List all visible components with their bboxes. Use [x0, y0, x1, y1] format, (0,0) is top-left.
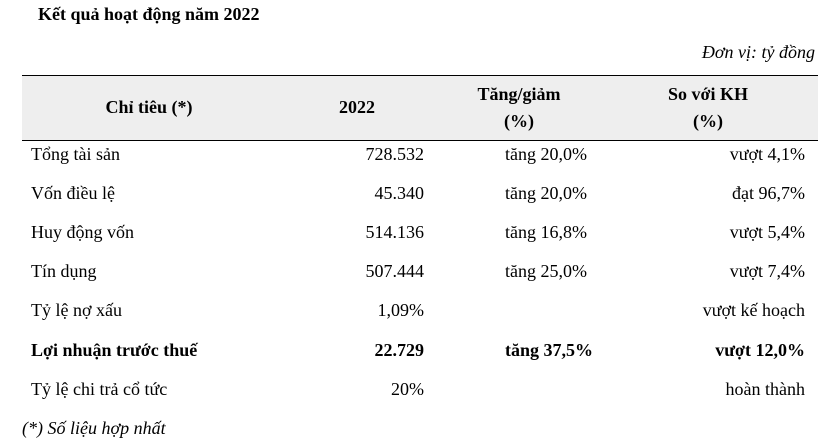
cell-indicator: Tỷ lệ nợ xấu: [31, 300, 122, 320]
table-row: Huy động vốn 514.136 tăng 16,8% vượt 5,4…: [22, 220, 818, 259]
header-indicator: Chỉ tiêu (*): [105, 97, 193, 117]
cell-value: 514.136: [365, 222, 425, 242]
cell-indicator: Lợi nhuận trước thuế: [31, 340, 198, 360]
table-row: Tỷ lệ chi trả cổ tức 20% hoàn thành: [22, 377, 818, 416]
cell-value: 507.444: [365, 261, 425, 281]
cell-indicator: Tín dụng: [31, 261, 97, 281]
cell-change: tăng 20,0%: [505, 144, 587, 164]
cell-plan: vượt 4,1%: [729, 144, 805, 164]
cell-indicator: Huy động vốn: [31, 222, 134, 242]
header-change: Tăng/giảm (%): [457, 81, 581, 135]
cell-indicator: Vốn điều lệ: [31, 183, 115, 203]
cell-plan: vượt kế hoạch: [702, 300, 805, 320]
cell-plan: vượt 12,0%: [715, 340, 805, 360]
cell-plan: vượt 5,4%: [729, 222, 805, 242]
cell-indicator: Tỷ lệ chi trả cổ tức: [31, 379, 168, 399]
header-change-line2: (%): [504, 111, 534, 131]
cell-indicator: Tổng tài sản: [31, 144, 120, 164]
table-header: Chỉ tiêu (*) 2022 Tăng/giảm (%) So với K…: [22, 75, 818, 141]
table-row-highlight: Lợi nhuận trước thuế 22.729 tăng 37,5% v…: [22, 338, 818, 377]
footnote: (*) Số liệu hợp nhất: [22, 418, 166, 438]
header-plan-line1: So với KH: [668, 84, 748, 104]
cell-plan: đạt 96,7%: [732, 183, 805, 203]
table-row: Tín dụng 507.444 tăng 25,0% vượt 7,4%: [22, 259, 818, 298]
header-plan-line2: (%): [693, 111, 723, 131]
cell-plan: vượt 7,4%: [729, 261, 805, 281]
cell-value: 22.729: [374, 340, 425, 360]
cell-value: 1,09%: [377, 300, 425, 320]
header-change-line1: Tăng/giảm: [477, 84, 561, 104]
table-row: Tỷ lệ nợ xấu 1,09% vượt kế hoạch: [22, 298, 818, 337]
cell-value: 45.340: [374, 183, 425, 203]
cell-change: tăng 20,0%: [505, 183, 587, 203]
cell-value: 728.532: [365, 144, 425, 164]
table-row: Tổng tài sản 728.532 tăng 20,0% vượt 4,1…: [22, 142, 818, 181]
cell-change: tăng 25,0%: [505, 261, 587, 281]
cell-plan: hoàn thành: [725, 379, 805, 399]
header-year: 2022: [339, 97, 375, 117]
unit-label: Đơn vị: tỷ đồng: [701, 42, 815, 62]
page-title: Kết quả hoạt động năm 2022: [38, 4, 260, 24]
table-row: Vốn điều lệ 45.340 tăng 20,0% đạt 96,7%: [22, 181, 818, 220]
header-plan: So với KH (%): [646, 81, 770, 135]
cell-change: tăng 37,5%: [505, 340, 594, 360]
cell-change: tăng 16,8%: [505, 222, 587, 242]
cell-value: 20%: [391, 379, 424, 399]
